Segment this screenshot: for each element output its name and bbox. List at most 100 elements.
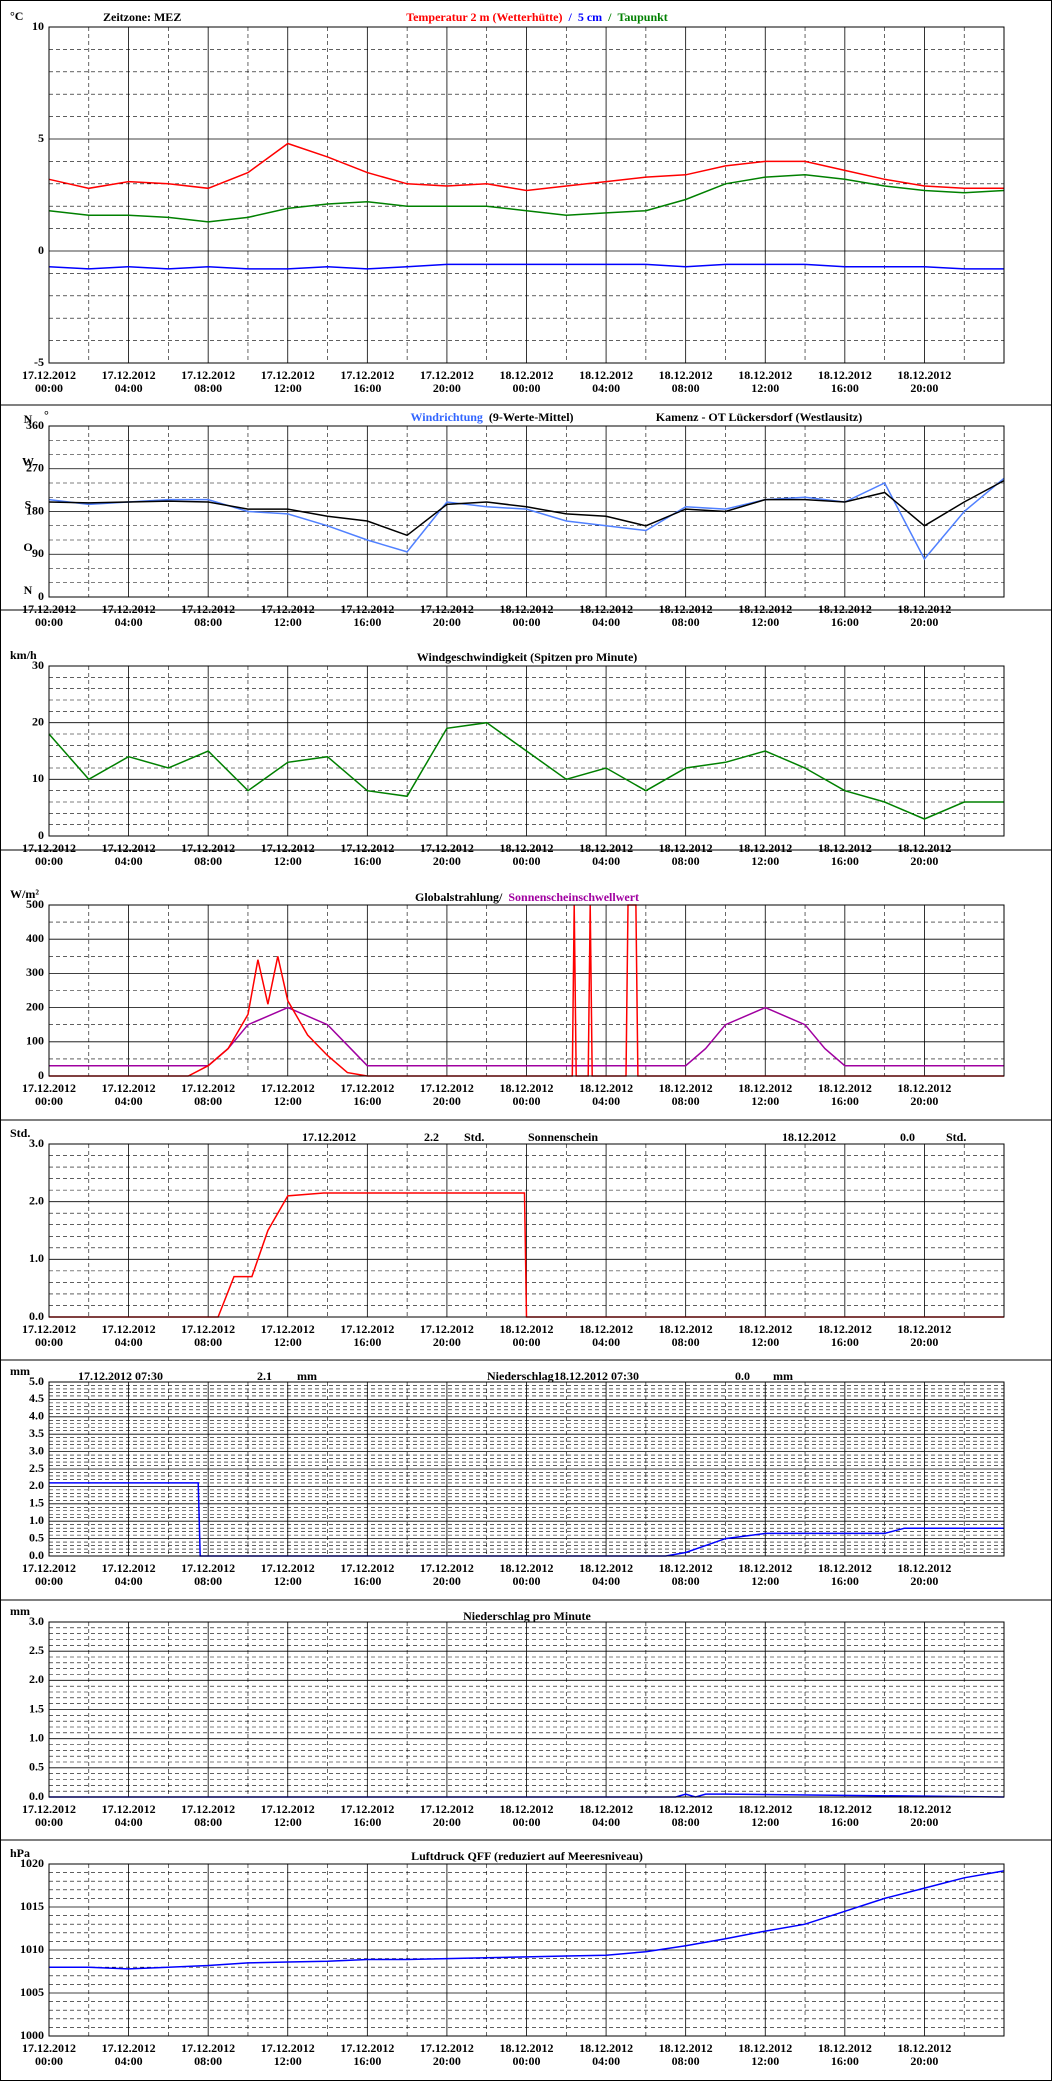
y-tick-label: 200 bbox=[26, 999, 44, 1013]
x-tick-label: 18.12.2012 bbox=[579, 602, 633, 616]
x-tick-label: 17.12.2012 bbox=[420, 841, 474, 855]
x-tick-label: 18.12.2012 bbox=[579, 368, 633, 382]
x-tick-label: 17.12.2012 bbox=[22, 1081, 76, 1095]
x-tick-label: 12:00 bbox=[274, 1815, 302, 1829]
x-tick-label: 08:00 bbox=[194, 1574, 222, 1588]
x-tick-label: 18.12.2012 bbox=[579, 1802, 633, 1816]
total-value: 0.0 bbox=[900, 1130, 915, 1144]
y-tick-label: 2.5 bbox=[29, 1461, 44, 1475]
x-tick-label: 18.12.2012 bbox=[818, 1802, 872, 1816]
x-tick-label: 04:00 bbox=[592, 381, 620, 395]
y-tick-label: 0.5 bbox=[29, 1530, 44, 1544]
y-tick-label: 1.0 bbox=[29, 1251, 44, 1265]
x-tick-label: 17.12.2012 bbox=[420, 368, 474, 382]
data-line bbox=[48, 263, 1004, 270]
x-tick-label: 00:00 bbox=[513, 615, 541, 629]
x-tick-label: 20:00 bbox=[910, 854, 938, 868]
x-tick-label: 17.12.2012 bbox=[181, 1561, 235, 1575]
x-tick-label: 12:00 bbox=[274, 1574, 302, 1588]
x-tick-label: 00:00 bbox=[513, 1094, 541, 1108]
x-tick-label: 17.12.2012 bbox=[22, 1561, 76, 1575]
data-line bbox=[49, 1482, 1004, 1557]
x-tick-label: 17.12.2012 bbox=[181, 1081, 235, 1095]
x-tick-label: 17.12.2012 bbox=[420, 1322, 474, 1336]
plot-border bbox=[48, 26, 1005, 364]
total-date: 18.12.2012 07:30 bbox=[554, 1369, 639, 1383]
x-tick-label: 17.12.2012 bbox=[102, 2041, 156, 2055]
x-tick-label: 04:00 bbox=[115, 1335, 143, 1349]
x-tick-label: 18.12.2012 bbox=[659, 1322, 713, 1336]
y-unit: Std. bbox=[10, 1126, 30, 1140]
x-tick-label: 04:00 bbox=[592, 615, 620, 629]
x-tick-label: 04:00 bbox=[115, 1815, 143, 1829]
y-tick-label: 0.5 bbox=[29, 1760, 44, 1774]
chart-subtitle: Kamenz - OT Lückersdorf (Westlausitz) bbox=[656, 410, 862, 424]
x-tick-label: 18.12.2012 bbox=[818, 1081, 872, 1095]
x-tick-label: 16:00 bbox=[831, 1574, 859, 1588]
x-tick-label: 18.12.2012 bbox=[579, 1322, 633, 1336]
x-tick-label: 17.12.2012 bbox=[420, 602, 474, 616]
x-tick-label: 16:00 bbox=[353, 1335, 381, 1349]
title-part: (9-Werte-Mittel) bbox=[489, 410, 574, 424]
x-tick-label: 17.12.2012 bbox=[261, 1561, 315, 1575]
x-tick-label: 18.12.2012 bbox=[738, 602, 792, 616]
x-tick-label: 17.12.2012 bbox=[340, 2041, 394, 2055]
x-tick-label: 18.12.2012 bbox=[738, 841, 792, 855]
y-unit: W/m² bbox=[10, 887, 39, 901]
x-tick-label: 18.12.2012 bbox=[818, 1322, 872, 1336]
x-tick-label: 17.12.2012 bbox=[340, 1561, 394, 1575]
data-line bbox=[49, 1870, 1005, 1970]
x-tick-label: 18.12.2012 bbox=[818, 1561, 872, 1575]
x-tick-label: 08:00 bbox=[194, 615, 222, 629]
x-tick-label: 17.12.2012 bbox=[181, 841, 235, 855]
x-tick-label: 18.12.2012 bbox=[818, 841, 872, 855]
plot-border bbox=[48, 1143, 1005, 1318]
x-tick-label: 04:00 bbox=[115, 615, 143, 629]
x-tick-label: 04:00 bbox=[115, 854, 143, 868]
total-unit: mm bbox=[773, 1369, 793, 1383]
y-tick-label: 20 bbox=[32, 714, 44, 728]
x-tick-label: 17.12.2012 bbox=[102, 602, 156, 616]
x-tick-label: 17.12.2012 bbox=[22, 368, 76, 382]
x-tick-label: 04:00 bbox=[592, 1815, 620, 1829]
y-tick-label: 100 bbox=[26, 1034, 44, 1048]
x-tick-label: 20:00 bbox=[433, 381, 461, 395]
x-tick-label: 17.12.2012 bbox=[420, 2041, 474, 2055]
x-tick-label: 04:00 bbox=[115, 1094, 143, 1108]
y-tick-label: 400 bbox=[26, 931, 44, 945]
x-tick-label: 12:00 bbox=[751, 1335, 779, 1349]
x-tick-label: 12:00 bbox=[274, 615, 302, 629]
x-tick-label: 08:00 bbox=[194, 381, 222, 395]
x-tick-label: 18.12.2012 bbox=[500, 368, 554, 382]
compass-label: N bbox=[24, 583, 33, 597]
chart-title: Sonnenschein bbox=[528, 1130, 598, 1144]
x-tick-label: 16:00 bbox=[831, 615, 859, 629]
y-tick-label: 10 bbox=[32, 771, 44, 785]
compass-label: W bbox=[22, 455, 34, 469]
x-tick-label: 20:00 bbox=[433, 615, 461, 629]
x-tick-label: 00:00 bbox=[513, 854, 541, 868]
x-tick-label: 16:00 bbox=[353, 615, 381, 629]
y-tick-label: 5 bbox=[38, 131, 44, 145]
x-tick-label: 20:00 bbox=[910, 1815, 938, 1829]
plot-border bbox=[48, 665, 1005, 837]
x-tick-label: 17.12.2012 bbox=[261, 1081, 315, 1095]
x-tick-label: 17.12.2012 bbox=[181, 1802, 235, 1816]
x-tick-label: 20:00 bbox=[910, 615, 938, 629]
y-unit: °C bbox=[10, 9, 23, 23]
x-tick-label: 00:00 bbox=[513, 2054, 541, 2068]
x-tick-label: 00:00 bbox=[35, 381, 63, 395]
x-tick-label: 18.12.2012 bbox=[500, 602, 554, 616]
x-tick-label: 16:00 bbox=[831, 854, 859, 868]
x-tick-label: 16:00 bbox=[353, 381, 381, 395]
x-tick-label: 20:00 bbox=[910, 1574, 938, 1588]
plot-border bbox=[48, 425, 1005, 598]
total-value: 2.2 bbox=[424, 1130, 439, 1144]
x-tick-label: 17.12.2012 bbox=[181, 368, 235, 382]
x-tick-label: 20:00 bbox=[433, 1574, 461, 1588]
x-tick-label: 17.12.2012 bbox=[102, 841, 156, 855]
compass-label: S bbox=[25, 497, 32, 511]
y-unit: ° bbox=[44, 408, 49, 422]
x-tick-label: 18.12.2012 bbox=[500, 1561, 554, 1575]
